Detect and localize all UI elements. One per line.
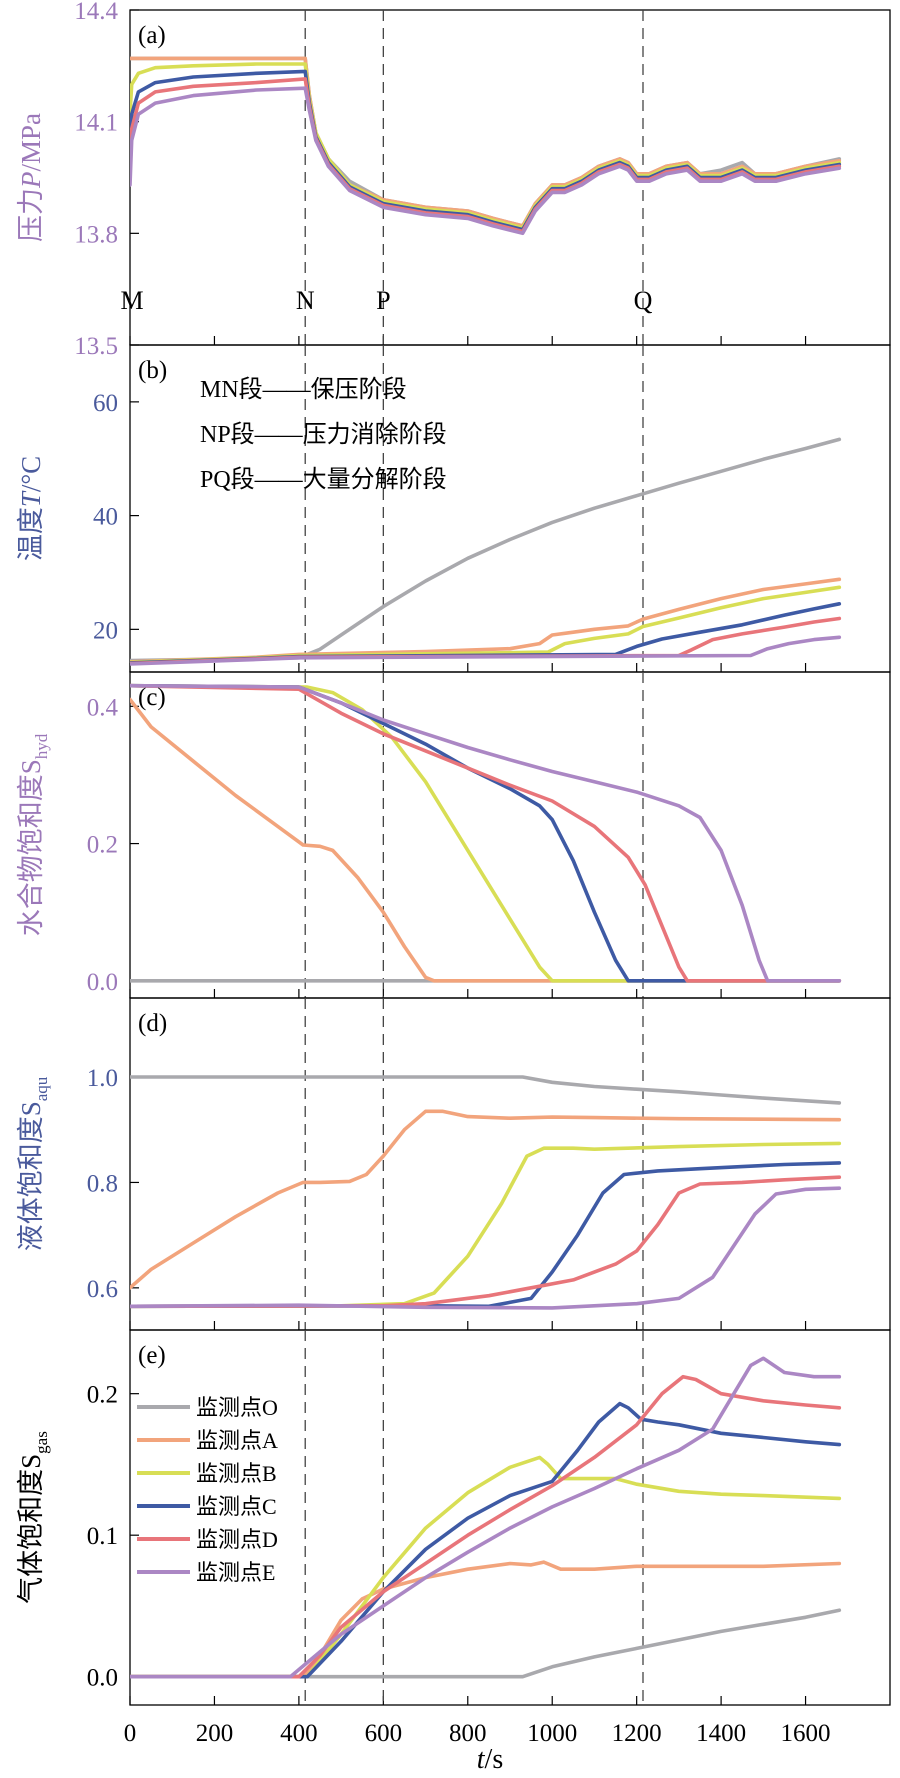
y-tick-label: 0.2 [87, 1382, 118, 1409]
phase-marker-m: M [120, 286, 143, 315]
series-e-line [130, 1356, 842, 1679]
panel-d: 0.6 0.8 1.0 (d) 液体饱和度Saqu [16, 997, 891, 1331]
x-tick-label: 600 [365, 1720, 403, 1747]
phase-marker-n: N [296, 286, 315, 315]
series-d-line [130, 77, 842, 234]
y-tick-label: 0.2 [87, 832, 118, 859]
x-tick-label: 1200 [612, 1720, 662, 1747]
series-a-line [130, 1560, 842, 1679]
y-tick-label: 0.4 [87, 694, 119, 721]
panel-a: 13.5 13.8 14.1 14.4 (a) 压力P/MPa [16, 0, 891, 360]
series-e-line [130, 86, 842, 236]
x-tick-label: 400 [280, 1720, 318, 1747]
series-o-line [130, 1608, 842, 1679]
x-tick-label: 200 [196, 1720, 234, 1747]
phase-marker-p: P [376, 286, 390, 315]
y-axis-label: 压力P/MPa [16, 113, 46, 242]
series-b-line [130, 1455, 842, 1679]
y-tick-label: 13.5 [74, 333, 118, 360]
plot-frame [129, 1329, 891, 1706]
series-o-line [130, 437, 842, 663]
panel-letter: (a) [138, 22, 166, 49]
y-tick-label: 0.6 [87, 1276, 118, 1303]
series-c-line [130, 69, 842, 232]
panel-letter: (e) [138, 1342, 166, 1369]
series-a-line [130, 697, 842, 983]
legend-label: 监测点O [196, 1395, 278, 1420]
x-tick-label: 1000 [527, 1720, 577, 1747]
legend-label: 监测点E [196, 1560, 275, 1585]
series-d-line [130, 1175, 842, 1309]
panel-c: 0.0 0.2 0.4 (c) 水合物饱和度Shyd [16, 671, 891, 999]
series-o-line [130, 1075, 842, 1105]
y-axis-label: 温度T/°C [16, 456, 46, 561]
legend: 监测点O 监测点A 监测点B 监测点C 监测点D 监测点E [137, 1395, 278, 1585]
panel-letter: (c) [138, 684, 166, 711]
series-e-line [130, 683, 842, 983]
stage-note: NP段——压力消除阶段 [200, 421, 447, 448]
x-tick-label: 1600 [781, 1720, 831, 1747]
y-tick-label: 0.8 [87, 1170, 118, 1197]
series-c-line [130, 683, 842, 983]
y-axis-label: 液体饱和度Saqu [16, 1076, 51, 1251]
stage-note: PQ段——大量分解阶段 [200, 466, 447, 493]
y-axis-label: 水合物饱和度Shyd [16, 733, 51, 936]
series-b-line [130, 62, 842, 230]
x-tick-label: 800 [449, 1720, 487, 1747]
stage-note: MN段——保压阶段 [200, 376, 407, 403]
panel-letter: (b) [138, 357, 167, 384]
y-tick-label: 13.8 [74, 221, 118, 248]
legend-label: 监测点B [196, 1461, 277, 1486]
x-tick-label: 1400 [696, 1720, 746, 1747]
y-tick-label: 60 [93, 390, 118, 417]
x-tick-label: 0 [124, 1720, 137, 1747]
y-tick-label: 14.1 [74, 110, 118, 137]
legend-label: 监测点C [196, 1494, 277, 1519]
series-e-line [130, 1186, 842, 1310]
y-tick-label: 20 [93, 617, 118, 644]
series-a-line [130, 577, 842, 664]
legend-label: 监测点D [196, 1527, 278, 1552]
panel-e: 0.0 0.1 0.2 0 200 400 600 800 1000 1200 1400 1600 (e… [16, 1329, 891, 1747]
panel-b: 20 40 60 (b) 温度T/°C [16, 344, 891, 673]
y-axis-label: 气体饱和度Sgas [16, 1431, 51, 1604]
y-tick-label: 14.4 [74, 0, 118, 25]
y-tick-label: 1.0 [87, 1065, 118, 1092]
x-axis-label: t/s [477, 1744, 503, 1775]
series-e-line [130, 635, 842, 666]
series-d-line [130, 683, 842, 983]
plot-frame [129, 671, 891, 999]
y-tick-label: 0.0 [87, 1665, 118, 1692]
y-tick-label: 0.1 [87, 1523, 118, 1550]
phase-marker-q: Q [634, 286, 653, 315]
legend-label: 监测点A [196, 1428, 278, 1453]
panel-letter: (d) [138, 1010, 167, 1037]
y-tick-label: 0.0 [87, 969, 118, 996]
y-tick-label: 40 [93, 504, 118, 531]
series-b-line [130, 683, 842, 983]
series-d-line [130, 1374, 842, 1679]
series-a-line [130, 1109, 842, 1290]
